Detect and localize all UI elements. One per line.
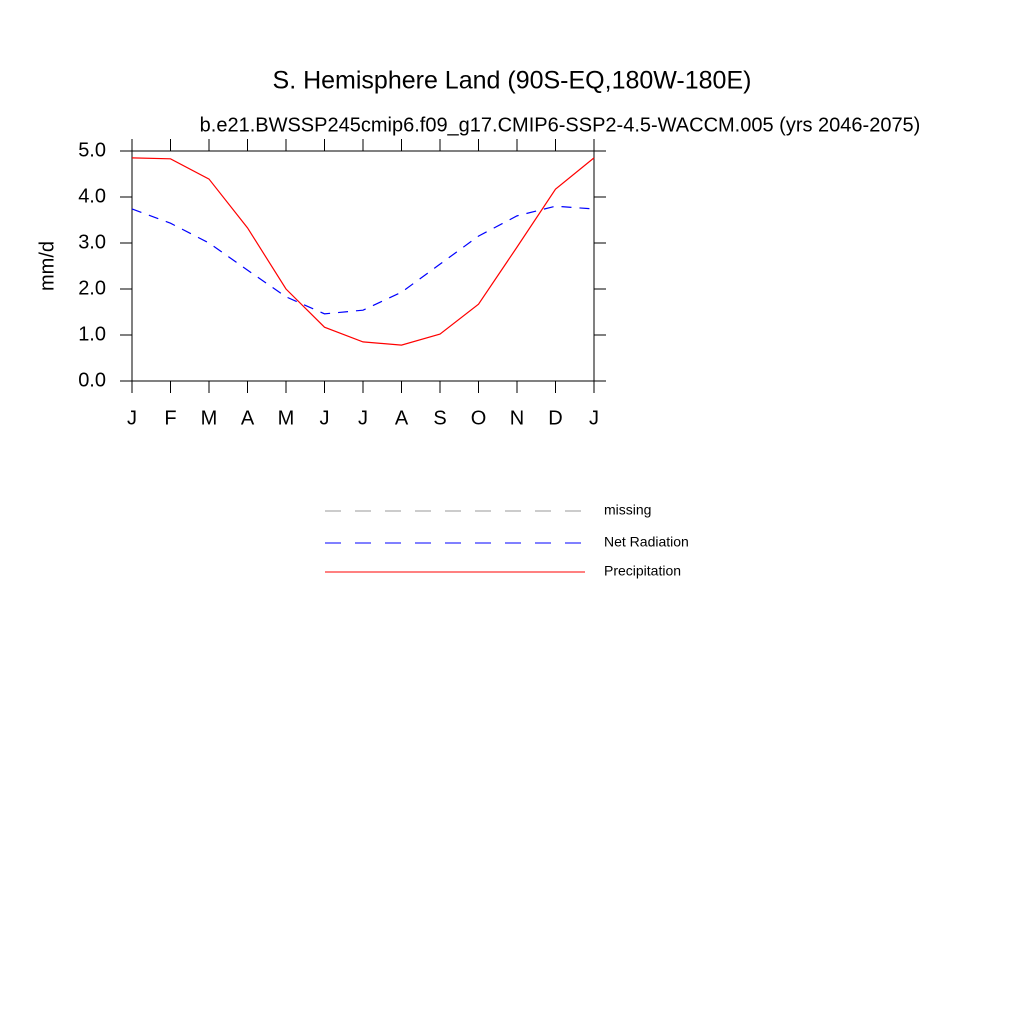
legend-label: missing xyxy=(604,502,651,518)
x-tick-label: F xyxy=(164,407,176,429)
y-tick-label: 2.0 xyxy=(78,277,106,299)
x-tick-label: A xyxy=(395,407,409,429)
x-tick-label: J xyxy=(589,407,599,429)
x-tick-label: D xyxy=(548,407,562,429)
x-tick-label: M xyxy=(278,407,295,429)
y-tick-label: 3.0 xyxy=(78,231,106,253)
legend-label: Net Radiation xyxy=(604,534,689,550)
x-tick-label: N xyxy=(510,407,524,429)
series-line xyxy=(131,205,595,315)
legend-label: Precipitation xyxy=(604,563,681,579)
x-tick-label: S xyxy=(433,407,446,429)
series-line xyxy=(131,157,595,346)
y-tick-label: 4.0 xyxy=(78,185,106,207)
x-tick-label: M xyxy=(201,407,218,429)
x-tick-label: O xyxy=(471,407,487,429)
y-tick-label: 1.0 xyxy=(78,323,106,345)
y-tick-label: 0.0 xyxy=(78,369,106,391)
x-tick-label: J xyxy=(127,407,137,429)
x-tick-label: J xyxy=(358,407,368,429)
y-axis-label: mm/d xyxy=(36,241,58,291)
chart-subtitle: b.e21.BWSSP245cmip6.f09_g17.CMIP6-SSP2-4… xyxy=(200,114,921,136)
y-tick-label: 5.0 xyxy=(78,139,106,161)
chart-title: S. Hemisphere Land (90S-EQ,180W-180E) xyxy=(273,67,752,95)
x-tick-label: J xyxy=(320,407,330,429)
x-tick-label: A xyxy=(241,407,255,429)
